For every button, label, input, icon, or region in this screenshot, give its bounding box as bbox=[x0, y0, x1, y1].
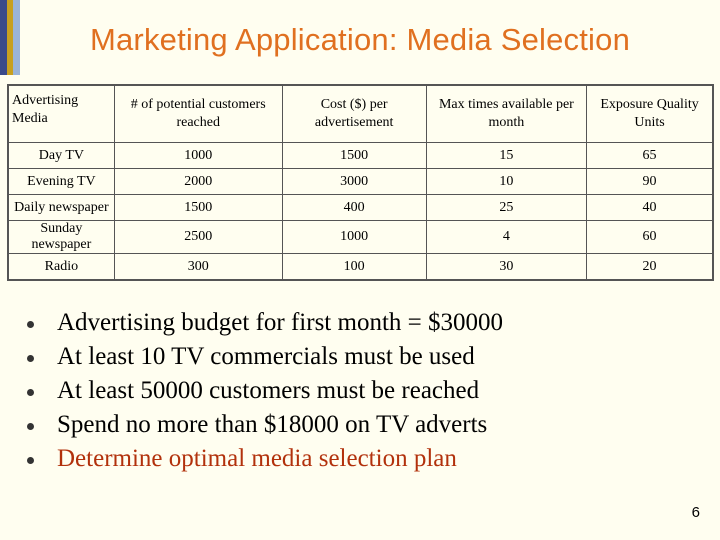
bullet-icon bbox=[27, 355, 34, 362]
decorative-side-bar bbox=[0, 0, 20, 75]
list-item: Advertising budget for first month = $30… bbox=[22, 306, 503, 340]
header-advertising-media: Advertising Media bbox=[7, 84, 115, 143]
bullet-icon bbox=[27, 457, 34, 464]
table-cell: Day TV bbox=[7, 142, 115, 169]
bullet-icon bbox=[27, 389, 34, 396]
table-cell: 60 bbox=[586, 220, 714, 254]
table-row: Daily newspaper 1500 400 25 40 bbox=[7, 194, 714, 221]
table-row: Sunday newspaper 2500 1000 4 60 bbox=[7, 220, 714, 254]
constraints-list: Advertising budget for first month = $30… bbox=[22, 306, 503, 476]
bullet-text: At least 50000 customers must be reached bbox=[57, 377, 480, 404]
table-header-row: Advertising Media # of potential custome… bbox=[7, 84, 714, 143]
table-row: Radio 300 100 30 20 bbox=[7, 253, 714, 281]
table-cell: 300 bbox=[113, 253, 283, 281]
table-cell: 65 bbox=[586, 142, 714, 169]
table-cell: Radio bbox=[7, 253, 115, 281]
list-item: At least 50000 customers must be reached bbox=[22, 374, 503, 408]
table-cell: 1000 bbox=[281, 220, 427, 254]
list-item: At least 10 TV commercials must be used bbox=[22, 340, 503, 374]
bullet-text: Advertising budget for first month = $30… bbox=[57, 309, 503, 336]
title-band bbox=[20, 0, 720, 75]
list-item: Determine optimal media selection plan bbox=[22, 442, 503, 476]
page-number: 6 bbox=[691, 504, 700, 521]
header-customers-reached: # of potential customers reached bbox=[113, 84, 283, 143]
table-cell: 400 bbox=[281, 194, 427, 221]
bullet-icon bbox=[27, 423, 34, 430]
media-selection-table: Advertising Media # of potential custome… bbox=[7, 84, 714, 281]
table-cell: 20 bbox=[586, 253, 714, 281]
table-cell: 10 bbox=[425, 168, 588, 195]
list-item: Spend no more than $18000 on TV adverts bbox=[22, 408, 503, 442]
table-cell: 1000 bbox=[113, 142, 283, 169]
header-exposure-quality: Exposure Quality Units bbox=[586, 84, 714, 143]
table-cell: 40 bbox=[586, 194, 714, 221]
table-cell: Evening TV bbox=[7, 168, 115, 195]
table-cell: Sunday newspaper bbox=[7, 220, 115, 254]
table-cell: 1500 bbox=[281, 142, 427, 169]
bullet-text: At least 10 TV commercials must be used bbox=[57, 343, 475, 370]
table-cell: 1500 bbox=[113, 194, 283, 221]
table-row: Day TV 1000 1500 15 65 bbox=[7, 142, 714, 169]
table-cell: 90 bbox=[586, 168, 714, 195]
bullet-text: Spend no more than $18000 on TV adverts bbox=[57, 411, 488, 438]
header-cost-per-ad: Cost ($) per advertisement bbox=[281, 84, 427, 143]
bullet-text: Determine optimal media selection plan bbox=[57, 445, 457, 472]
table-row: Evening TV 2000 3000 10 90 bbox=[7, 168, 714, 195]
table-cell: 25 bbox=[425, 194, 588, 221]
table-cell: 15 bbox=[425, 142, 588, 169]
table-cell: 2000 bbox=[113, 168, 283, 195]
table-cell: 4 bbox=[425, 220, 588, 254]
slide-title: Marketing Application: Media Selection bbox=[89, 22, 631, 57]
header-max-times: Max times available per month bbox=[425, 84, 588, 143]
table-cell: Daily newspaper bbox=[7, 194, 115, 221]
table-cell: 3000 bbox=[281, 168, 427, 195]
bullet-icon bbox=[27, 321, 34, 328]
table-cell: 2500 bbox=[113, 220, 283, 254]
table-cell: 30 bbox=[425, 253, 588, 281]
table-cell: 100 bbox=[281, 253, 427, 281]
